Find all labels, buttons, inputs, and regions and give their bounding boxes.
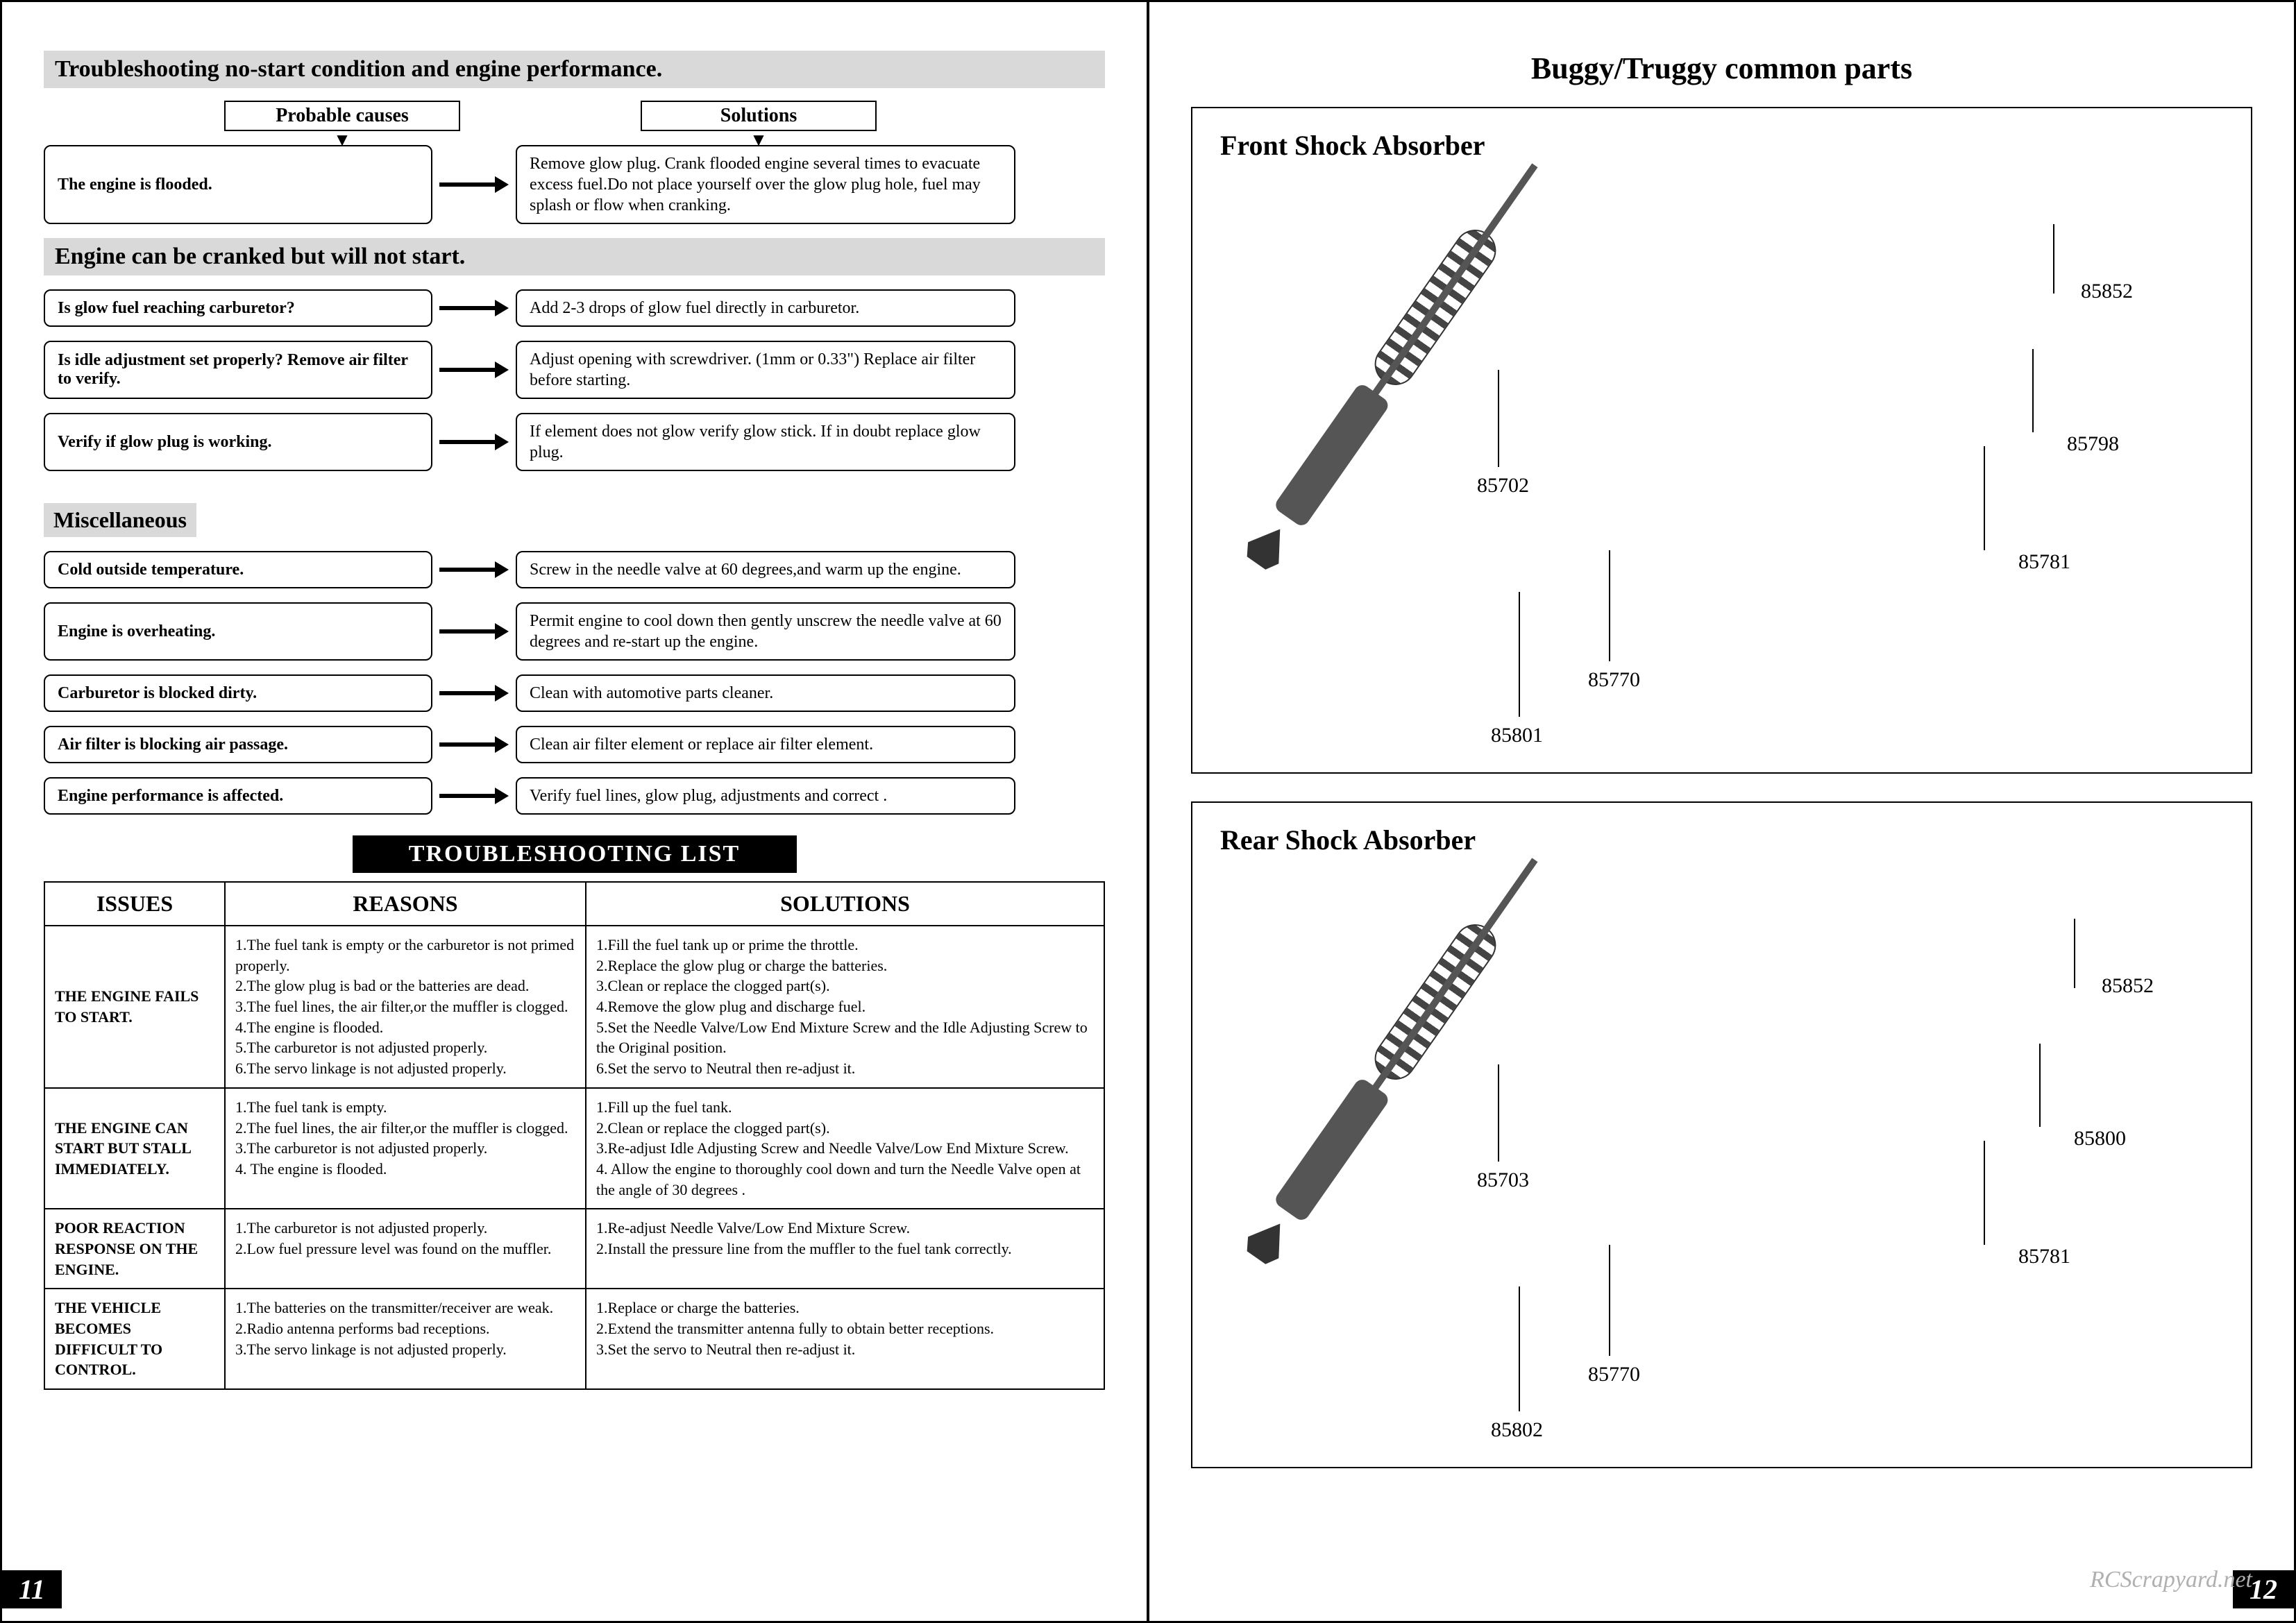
part-label: 85781 — [2018, 550, 2070, 574]
cell-reasons: 1.The fuel tank is empty or the carburet… — [225, 926, 586, 1088]
part-label: 85852 — [2102, 974, 2154, 998]
part-label: 85798 — [2067, 432, 2119, 456]
cause-box: Cold outside temperature. — [44, 551, 432, 588]
arrow-icon — [432, 341, 516, 399]
table-row: THE ENGINE FAILS TO START.1.The fuel tan… — [44, 926, 1104, 1088]
rear-shock-box: Rear Shock Absorber 85703 85852 85800 85… — [1191, 801, 2252, 1468]
column-headers: Probable causes Solutions — [44, 101, 1105, 131]
cause-box: Verify if glow plug is working. — [44, 413, 432, 471]
th-reasons: REASONS — [225, 882, 586, 926]
cause-box: Carburetor is blocked dirty. — [44, 674, 432, 712]
arrow-icon — [432, 289, 516, 327]
cause-solution-row: The engine is flooded. Remove glow plug. … — [44, 145, 1105, 224]
part-label: 85802 — [1491, 1418, 1543, 1442]
cause-solution-row: Is idle adjustment set properly? Remove … — [44, 341, 1105, 399]
table-row: THE VEHICLE BECOMES DIFFICULT TO CONTROL… — [44, 1289, 1104, 1389]
shock-art-rear — [1367, 916, 1504, 1087]
cell-reasons: 1.The carburetor is not adjusted properl… — [225, 1209, 586, 1289]
part-label: 85770 — [1588, 668, 1640, 692]
cell-solutions: 1.Replace or charge the batteries. 2.Ext… — [586, 1289, 1104, 1389]
rear-shock-title: Rear Shock Absorber — [1220, 824, 2223, 856]
cause-solution-row: Is glow fuel reaching carburetor? Add 2-3… — [44, 289, 1105, 327]
solution-box: If element does not glow verify glow sti… — [516, 413, 1015, 471]
solution-box: Screw in the needle valve at 60 degrees,… — [516, 551, 1015, 588]
cell-issue: THE ENGINE CAN START BUT STALL IMMEDIATE… — [44, 1088, 225, 1209]
cause-box: Engine performance is affected. — [44, 777, 432, 815]
solution-box: Permit engine to cool down then gently u… — [516, 602, 1015, 661]
watermark: RCScrapyard.net — [2090, 1567, 2252, 1593]
shock-art-front — [1367, 221, 1504, 393]
page-12: Buggy/Truggy common parts Front Shock Ab… — [1148, 0, 2296, 1623]
part-label: 85800 — [2074, 1127, 2126, 1150]
part-label: 85852 — [2081, 280, 2133, 303]
cause-box: Is idle adjustment set properly? Remove … — [44, 341, 432, 399]
arrow-icon — [432, 551, 516, 588]
front-shock-box: Front Shock Absorber 85702 85852 85798 — [1191, 107, 2252, 774]
arrow-icon — [432, 145, 516, 224]
part-label: 85702 — [1477, 474, 1529, 498]
front-shock-diagram: 85702 85852 85798 85781 85770 85801 — [1220, 176, 2223, 745]
arrow-icon — [432, 777, 516, 815]
table-row: POOR REACTION RESPONSE ON THE ENGINE.1.T… — [44, 1209, 1104, 1289]
cell-solutions: 1.Fill the fuel tank up or prime the thr… — [586, 926, 1104, 1088]
cause-box: Is glow fuel reaching carburetor? — [44, 289, 432, 327]
solution-box: Clean air filter element or replace air … — [516, 726, 1015, 763]
cause-box: Engine is overheating. — [44, 602, 432, 661]
cell-issue: THE ENGINE FAILS TO START. — [44, 926, 225, 1088]
arrow-icon — [432, 413, 516, 471]
front-shock-title: Front Shock Absorber — [1220, 129, 2223, 162]
cause-box: The engine is flooded. — [44, 145, 432, 224]
cell-issue: THE VEHICLE BECOMES DIFFICULT TO CONTROL… — [44, 1289, 225, 1389]
troubleshoot-table: ISSUES REASONS SOLUTIONS THE ENGINE FAIL… — [44, 881, 1105, 1390]
arrow-icon — [432, 726, 516, 763]
section-title-3: Miscellaneous — [44, 503, 196, 537]
section-title-1: Troubleshooting no-start condition and e… — [44, 51, 1105, 88]
cause-solution-row: Engine is overheating. Permit engine to c… — [44, 602, 1105, 661]
solution-box: Add 2-3 drops of glow fuel directly in c… — [516, 289, 1015, 327]
solution-box: Remove glow plug. Crank flooded engine s… — [516, 145, 1015, 224]
header-causes: Probable causes — [224, 101, 460, 131]
th-issues: ISSUES — [44, 882, 225, 926]
solution-box: Verify fuel lines, glow plug, adjustment… — [516, 777, 1015, 815]
part-label: 85801 — [1491, 724, 1543, 747]
solution-box: Clean with automotive parts cleaner. — [516, 674, 1015, 712]
rear-shock-diagram: 85703 85852 85800 85781 85770 85802 — [1220, 870, 2223, 1439]
arrow-icon — [432, 602, 516, 661]
part-label: 85703 — [1477, 1169, 1529, 1192]
part-label: 85770 — [1588, 1363, 1640, 1386]
page-number-left: 11 — [2, 1570, 62, 1608]
th-solutions: SOLUTIONS — [586, 882, 1104, 926]
cause-solution-row: Cold outside temperature. Screw in the ne… — [44, 551, 1105, 588]
cell-reasons: 1.The fuel tank is empty. 2.The fuel lin… — [225, 1088, 586, 1209]
arrow-icon — [432, 674, 516, 712]
cell-solutions: 1.Re-adjust Needle Valve/Low End Mixture… — [586, 1209, 1104, 1289]
cause-solution-row: Engine performance is affected. Verify fu… — [44, 777, 1105, 815]
cause-solution-row: Air filter is blocking air passage. Clean… — [44, 726, 1105, 763]
cell-issue: POOR REACTION RESPONSE ON THE ENGINE. — [44, 1209, 225, 1289]
page-11: Troubleshooting no-start condition and e… — [0, 0, 1148, 1623]
right-page-title: Buggy/Truggy common parts — [1191, 51, 2252, 86]
cell-solutions: 1.Fill up the fuel tank. 2.Clean or repl… — [586, 1088, 1104, 1209]
cell-reasons: 1.The batteries on the transmitter/recei… — [225, 1289, 586, 1389]
header-solutions: Solutions — [641, 101, 877, 131]
solution-box: Adjust opening with screwdriver. (1mm or… — [516, 341, 1015, 399]
tlist-title: TROUBLESHOOTING LIST — [353, 835, 797, 873]
cause-solution-row: Carburetor is blocked dirty. Clean with a… — [44, 674, 1105, 712]
cause-box: Air filter is blocking air passage. — [44, 726, 432, 763]
part-label: 85781 — [2018, 1245, 2070, 1268]
cause-solution-row: Verify if glow plug is working. If elemen… — [44, 413, 1105, 471]
table-row: THE ENGINE CAN START BUT STALL IMMEDIATE… — [44, 1088, 1104, 1209]
section-title-2: Engine can be cranked but will not start… — [44, 238, 1105, 275]
